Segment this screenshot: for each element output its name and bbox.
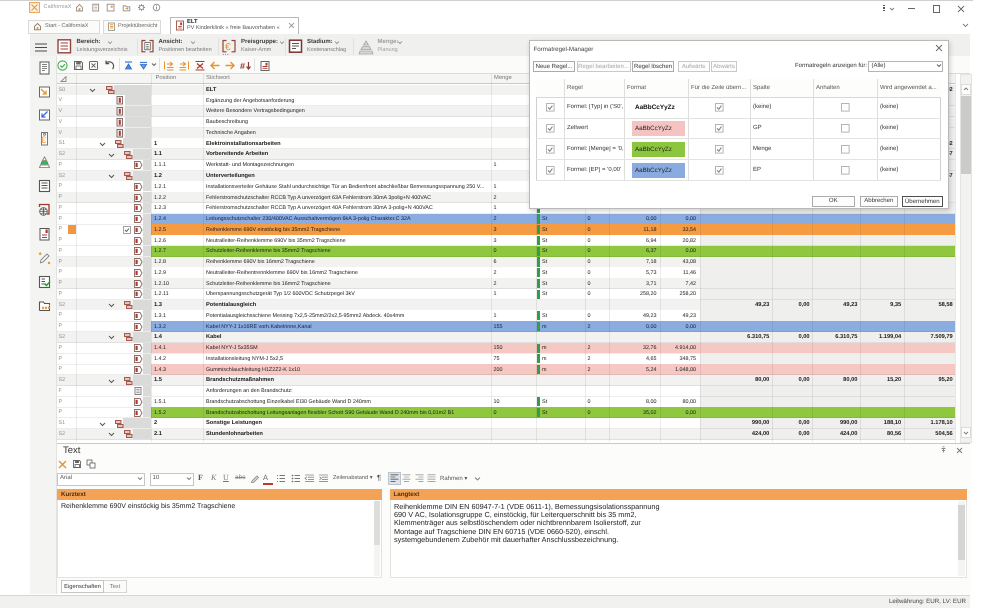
svg-text:€: € (225, 42, 231, 53)
svg-text:#: # (240, 61, 245, 71)
svg-text:€: € (40, 135, 46, 146)
